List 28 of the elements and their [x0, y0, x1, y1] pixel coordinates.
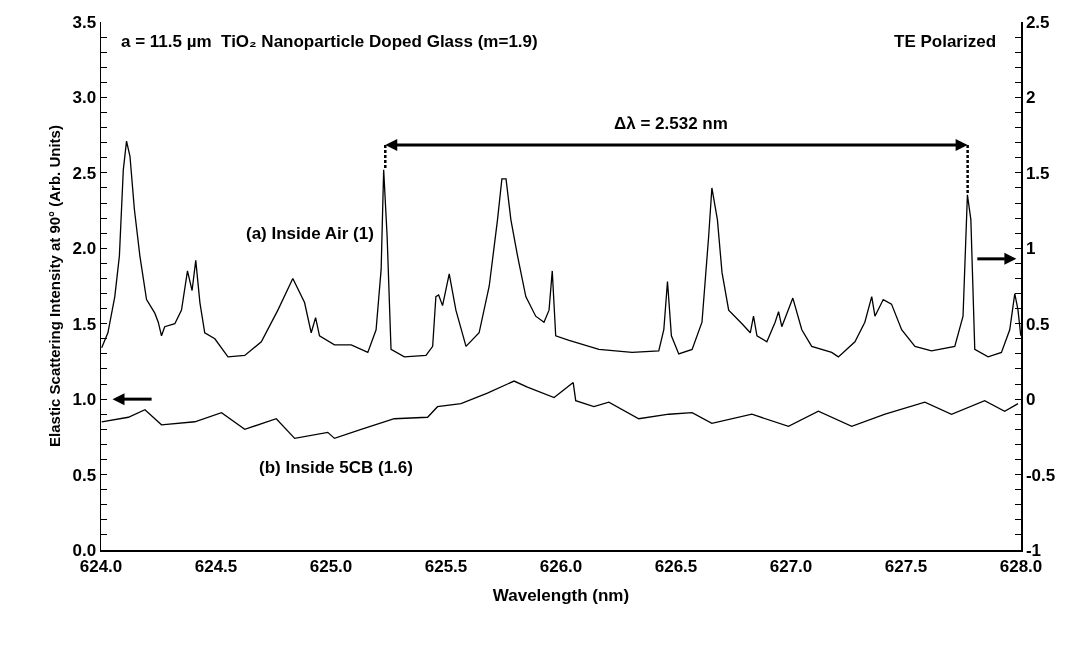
x-tick-label: 626.0	[539, 556, 583, 576]
annotation: Δλ = 2.532 nm	[614, 114, 728, 133]
y-tick-label: 3.0	[72, 88, 97, 108]
y-tick-label: 1.5	[72, 314, 97, 334]
y-tick-label: 1.0	[72, 390, 97, 410]
y2-tick-label: 2	[1025, 88, 1036, 108]
x-tick-label: 625.0	[309, 556, 353, 576]
series-label: (b) Inside 5CB (1.6)	[259, 458, 413, 477]
x-tick-label: 625.5	[424, 556, 468, 576]
x-tick-label: 627.5	[884, 556, 928, 576]
x-tick-label: 624.5	[194, 556, 238, 576]
y2-tick-label: 1.5	[1025, 163, 1050, 183]
annotation: TE Polarized	[894, 32, 997, 51]
y2-tick-label: 0	[1025, 390, 1036, 410]
y2-tick-label: 0.5	[1025, 314, 1050, 334]
text: a = 11.5 µm TiO₂ Nanoparticle Doped Glass (m=1.9)	[121, 32, 538, 51]
x-tick-label: 626.5	[654, 556, 698, 576]
x-tick-label: 627.0	[769, 556, 813, 576]
y-tick-label: 2.5	[72, 163, 97, 183]
y-tick-label: 2.0	[72, 239, 97, 259]
y-tick-label: 0.5	[72, 465, 97, 485]
series-label: (a) Inside Air (1)	[246, 224, 374, 243]
y2-tick-label: -0.5	[1025, 465, 1056, 485]
y2-tick-label: 1	[1025, 239, 1036, 259]
y-tick-label: 3.5	[72, 12, 97, 32]
y2-tick-label: 2.5	[1025, 12, 1050, 32]
y-axis-title: Elastic Scattering Intensity at 90° (Arb. Units)	[45, 125, 63, 447]
x-axis-title: Wavelength (nm)	[492, 586, 630, 606]
